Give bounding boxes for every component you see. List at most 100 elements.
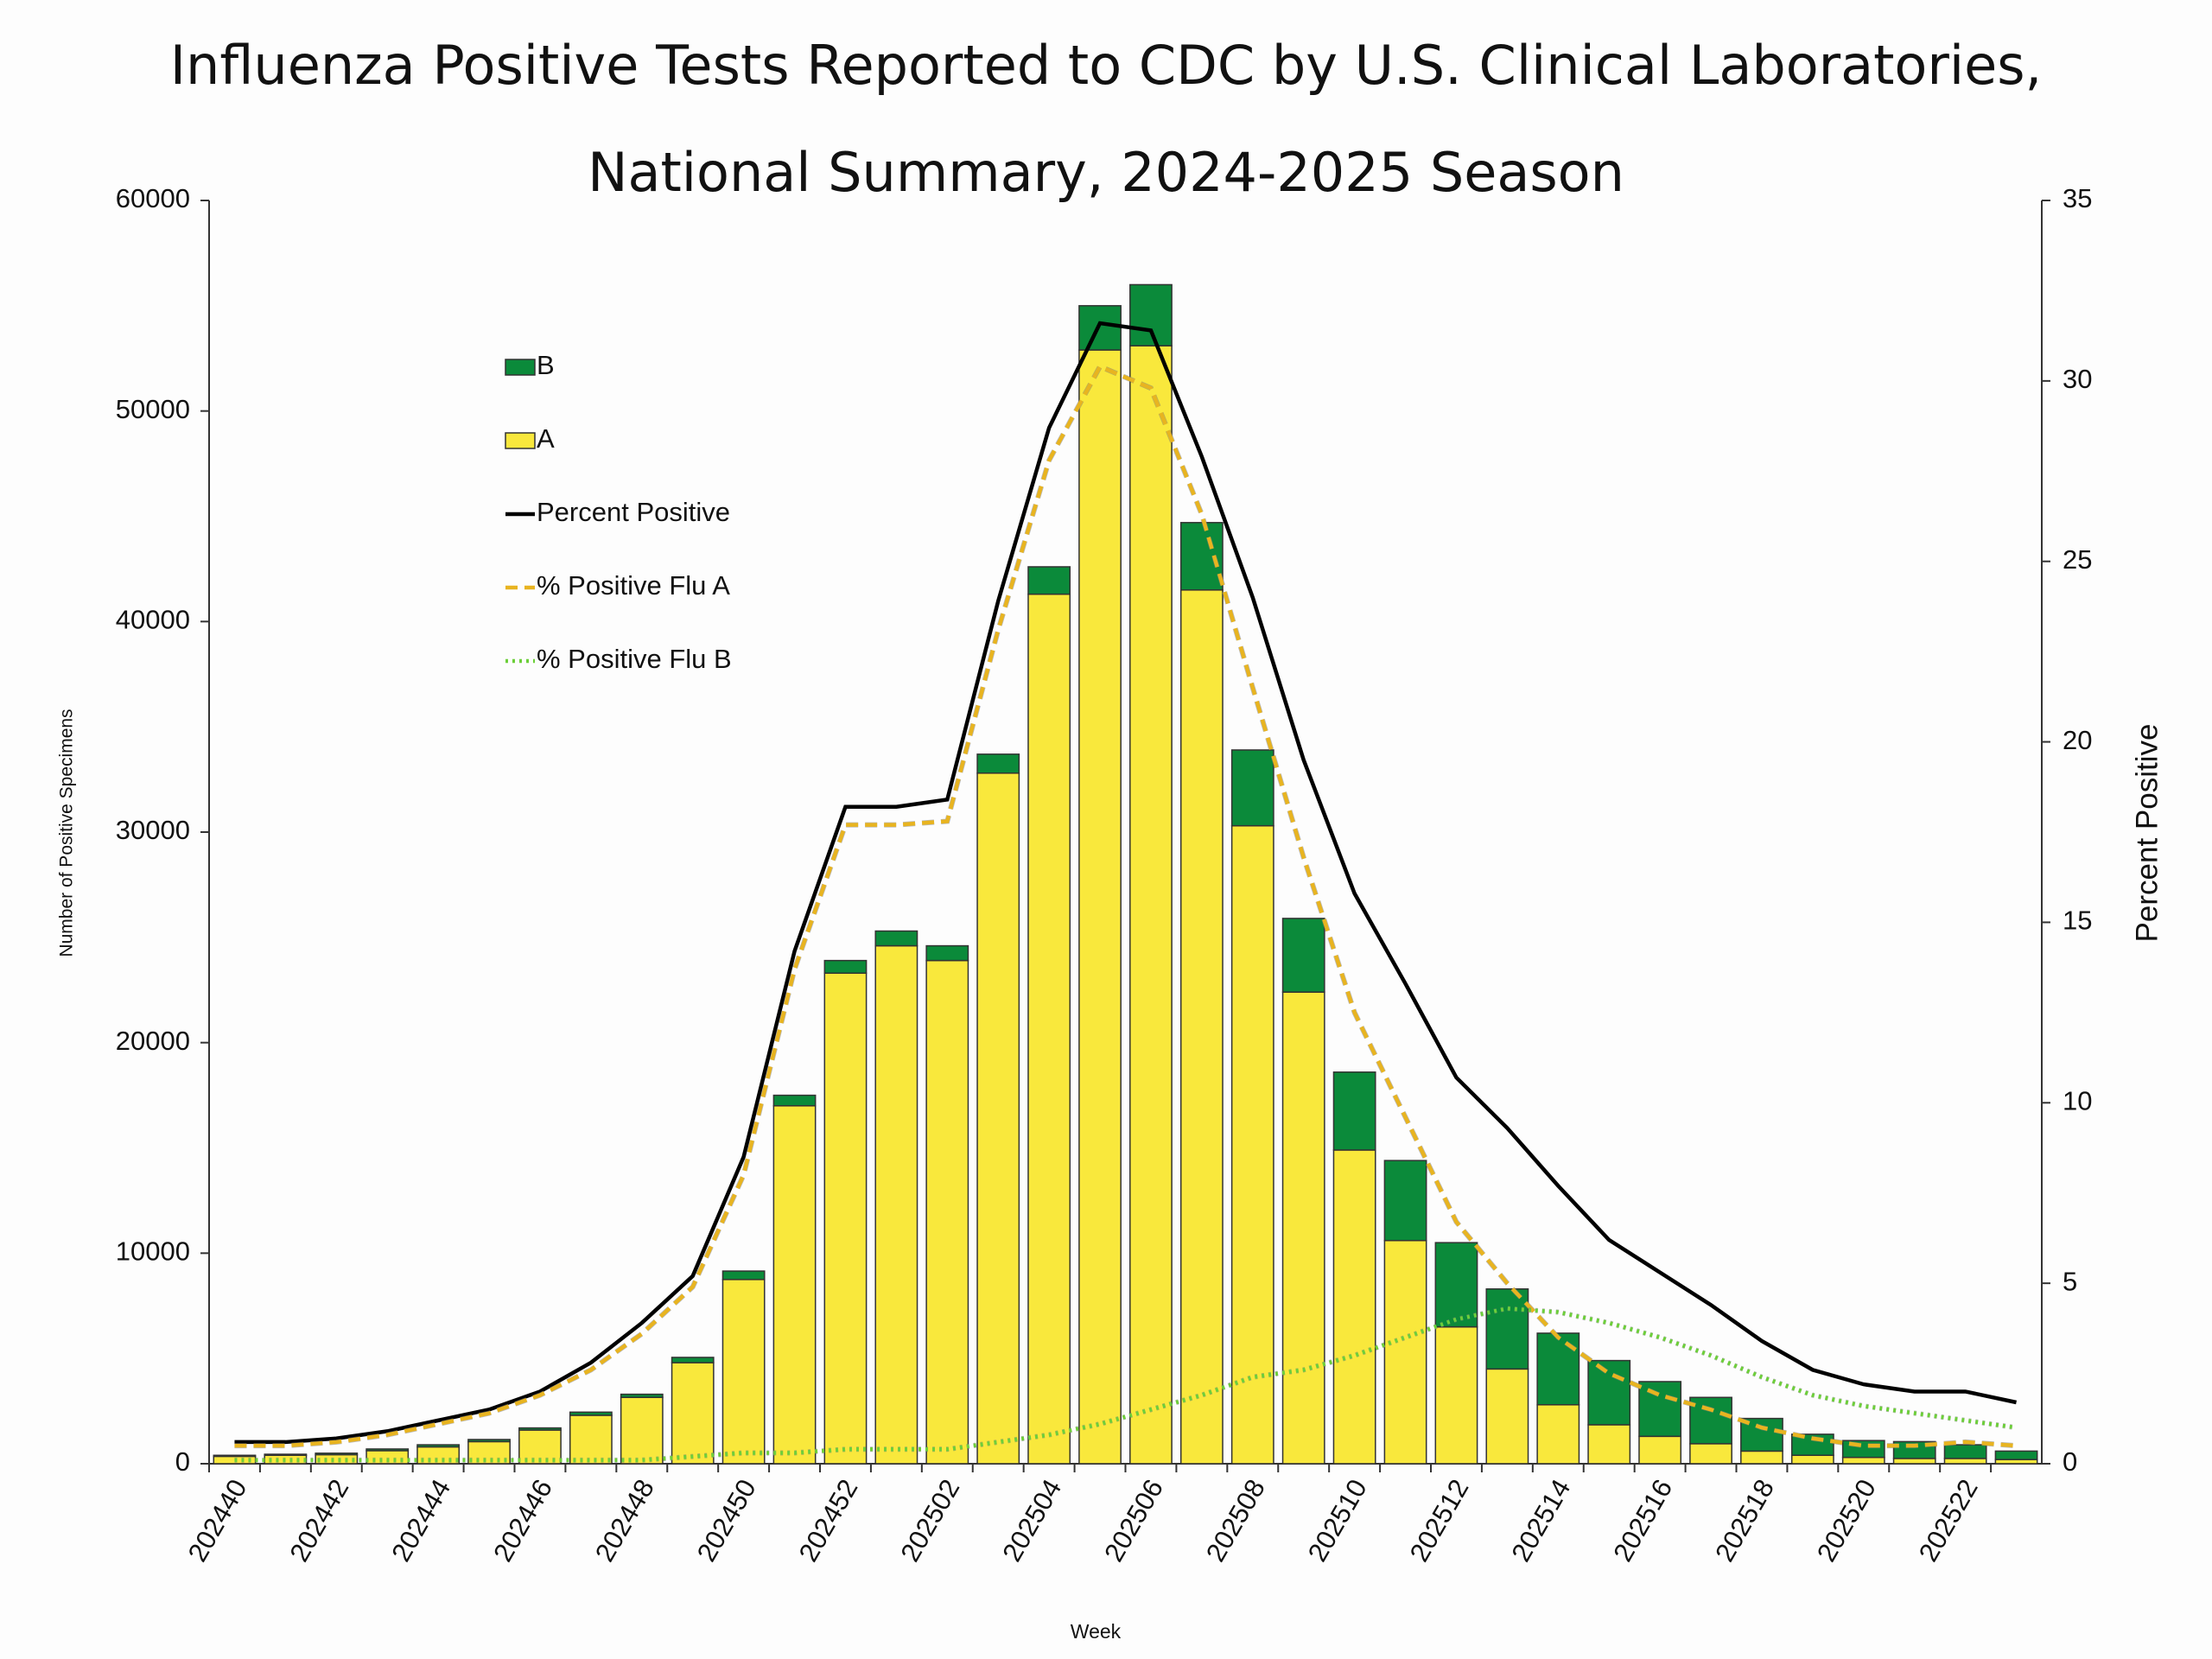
x-tick-label: 202448 bbox=[589, 1474, 660, 1567]
bar-segment bbox=[569, 1414, 613, 1465]
line bbox=[234, 364, 2017, 1448]
y2-tick-label: 5 bbox=[2063, 1266, 2077, 1296]
y2-tick-label: 20 bbox=[2063, 725, 2092, 755]
bar-segment bbox=[925, 944, 969, 962]
x-tick-label: 202510 bbox=[1302, 1474, 1373, 1567]
bar-segment bbox=[1485, 1368, 1529, 1465]
y2-tick-label: 30 bbox=[2063, 364, 2092, 394]
x-tick-label: 202446 bbox=[487, 1474, 558, 1567]
bar-segment bbox=[315, 1452, 359, 1456]
y2-axis-label: Percent Positive bbox=[2130, 724, 2164, 943]
bar-segment bbox=[1638, 1381, 1682, 1438]
bar-segment bbox=[671, 1362, 715, 1465]
y-tick-label: 10000 bbox=[116, 1236, 190, 1267]
bar-segment bbox=[1027, 593, 1071, 1465]
bar-segment bbox=[1536, 1332, 1580, 1406]
bar-segment bbox=[925, 959, 969, 1465]
bar-segment bbox=[671, 1357, 715, 1363]
y-tick-label: 20000 bbox=[116, 1026, 190, 1056]
bar-segment bbox=[620, 1393, 664, 1398]
x-tick-label: 202504 bbox=[996, 1474, 1067, 1567]
x-tick-label: 202440 bbox=[182, 1474, 253, 1567]
bar-segment bbox=[1230, 749, 1274, 827]
bar-segment bbox=[772, 1105, 817, 1465]
legend-label: Percent Positive bbox=[537, 497, 730, 527]
bar-segment bbox=[365, 1448, 410, 1452]
bar-segment bbox=[1740, 1450, 1783, 1465]
bar-segment bbox=[1994, 1450, 2038, 1460]
y2-tick-label: 35 bbox=[2063, 183, 2092, 213]
bar-segment bbox=[1841, 1456, 1885, 1465]
bar-segment bbox=[1281, 991, 1325, 1465]
legend-label: A bbox=[537, 423, 555, 454]
line-shadow bbox=[234, 363, 2017, 1449]
bar-segment bbox=[315, 1453, 359, 1465]
bar-segment bbox=[823, 972, 868, 1465]
bar-segment bbox=[1790, 1454, 1834, 1465]
bar-segment bbox=[1587, 1424, 1631, 1465]
x-tick-label: 202520 bbox=[1811, 1474, 1882, 1567]
bar-segment bbox=[1638, 1435, 1682, 1465]
chart-title: Influenza Positive Tests Reported to CDC… bbox=[169, 34, 2043, 204]
bar-segment bbox=[1892, 1458, 1936, 1465]
bar-segment bbox=[1027, 566, 1071, 595]
bar-segment bbox=[874, 944, 918, 1465]
y-tick-label: 0 bbox=[175, 1446, 190, 1477]
x-tick-label: 202522 bbox=[1913, 1474, 1984, 1567]
bar-segment bbox=[976, 753, 1020, 774]
x-tick-label: 202508 bbox=[1200, 1474, 1271, 1567]
bar-segment bbox=[772, 1094, 817, 1107]
y2-tick-label: 10 bbox=[2063, 1085, 2092, 1116]
x-tick-label: 202442 bbox=[283, 1474, 354, 1567]
y-axis-label: Number of Positive Specimens bbox=[57, 709, 77, 957]
x-tick-label: 202444 bbox=[385, 1474, 456, 1567]
y2-tick-label: 15 bbox=[2063, 906, 2092, 936]
x-tick-label: 202452 bbox=[793, 1474, 864, 1567]
legend-swatch bbox=[505, 359, 536, 376]
x-tick-label: 202516 bbox=[1607, 1474, 1678, 1567]
bar-segment bbox=[518, 1427, 562, 1431]
bar-segment bbox=[416, 1444, 461, 1448]
legend-swatch bbox=[505, 432, 536, 449]
bar-segment bbox=[1281, 918, 1325, 993]
bar-segment bbox=[1485, 1288, 1529, 1370]
bar-segment bbox=[569, 1411, 613, 1416]
bar-segment bbox=[1536, 1404, 1580, 1465]
legend-label: % Positive Flu B bbox=[537, 644, 732, 674]
x-tick-label: 202502 bbox=[894, 1474, 965, 1567]
y-tick-label: 60000 bbox=[116, 183, 190, 213]
bar-segment bbox=[1689, 1443, 1732, 1465]
bar-segment bbox=[1383, 1239, 1427, 1465]
bar-segment bbox=[1587, 1359, 1631, 1426]
x-tick-label: 202514 bbox=[1505, 1474, 1576, 1567]
bar-segment bbox=[467, 1440, 511, 1465]
bar-segment bbox=[1943, 1444, 1987, 1459]
bar-segment bbox=[620, 1396, 664, 1465]
bar-segment bbox=[1383, 1160, 1427, 1242]
bar-segment bbox=[213, 1454, 257, 1458]
x-tick-label: 202512 bbox=[1404, 1474, 1475, 1567]
bar-segment bbox=[1129, 283, 1173, 346]
bar-segment bbox=[1434, 1325, 1478, 1465]
line bbox=[234, 321, 2018, 1445]
legend-label: % Positive Flu A bbox=[537, 570, 730, 601]
bar-segment bbox=[1078, 305, 1122, 351]
x-tick-label: 202506 bbox=[1098, 1474, 1169, 1567]
bar-segment bbox=[1078, 349, 1122, 1465]
y-tick-label: 40000 bbox=[116, 605, 190, 635]
x-tick-label: 202450 bbox=[691, 1474, 762, 1567]
y-tick-label: 50000 bbox=[116, 394, 190, 424]
bar-segment bbox=[1230, 824, 1274, 1465]
bar-segment bbox=[1179, 589, 1224, 1465]
bar-segment bbox=[264, 1453, 308, 1457]
bar-segment bbox=[1943, 1458, 1987, 1465]
y2-tick-label: 0 bbox=[2063, 1446, 2077, 1477]
bar-segment bbox=[1332, 1071, 1376, 1151]
x-tick-label: 202518 bbox=[1709, 1474, 1780, 1567]
bar-segment bbox=[874, 930, 918, 947]
x-axis-label: Week bbox=[1071, 1620, 1122, 1643]
bar-segment bbox=[1434, 1242, 1478, 1328]
bar-segment bbox=[721, 1270, 766, 1281]
